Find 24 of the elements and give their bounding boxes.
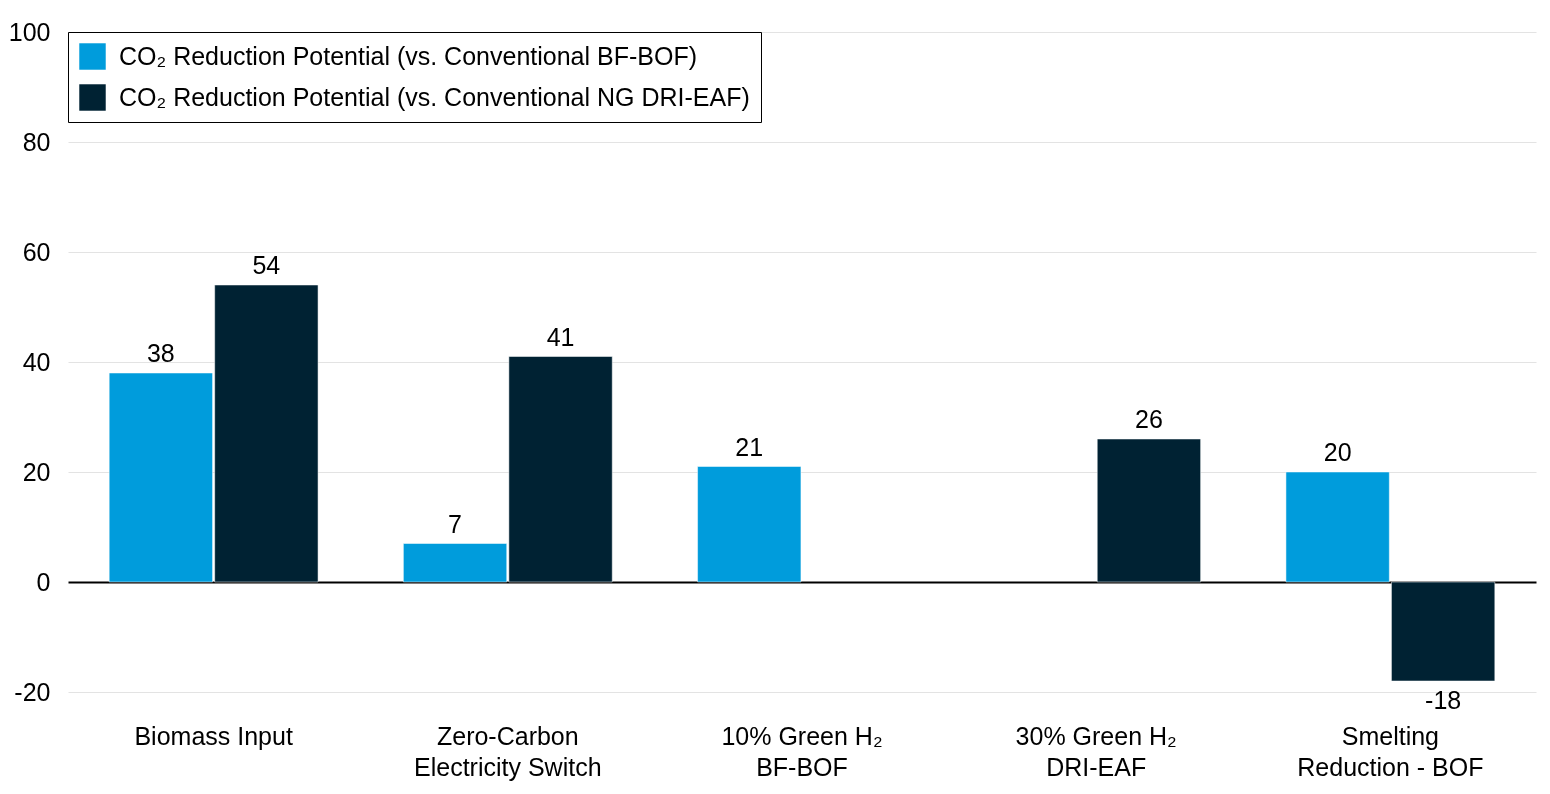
x-tick-label: 30% Green H₂ DRI-EAF (1015, 721, 1177, 781)
x-tick-label: Biomass Input (134, 721, 293, 750)
data-label: 20 (1323, 438, 1352, 466)
x-tick-label: Smelting Reduction - BOF (1297, 721, 1484, 781)
x-tick-label: 10% Green H₂ BF-BOF (721, 721, 883, 781)
data-label: 41 (546, 322, 575, 351)
data-label: 21 (735, 432, 764, 461)
data-label: 54 (252, 251, 281, 279)
y-tick-label: 60 (22, 237, 51, 266)
y-tick-label: -20 (14, 677, 51, 706)
y-tick-label: 80 (22, 127, 51, 156)
bar (1096, 438, 1201, 583)
data-label: 26 (1135, 405, 1163, 433)
legend-label: CO₂ Reduction Potential (vs. Conventional BF-BOF) (119, 41, 697, 70)
data-label: -18 (1425, 686, 1462, 714)
y-tick-label: 0 (36, 567, 51, 596)
x-tick-label: Zero-Carbon Electricity Switch (414, 721, 602, 781)
y-tick-label: 40 (22, 347, 51, 376)
y-tick-label: 20 (22, 457, 51, 486)
y-tick-label: 100 (8, 17, 51, 46)
legend-label: CO₂ Reduction Potential (vs. Conventional NG DRI-EAF) (119, 82, 750, 111)
data-label: 38 (146, 339, 175, 367)
data-label: 7 (448, 509, 463, 538)
bar (697, 466, 802, 583)
